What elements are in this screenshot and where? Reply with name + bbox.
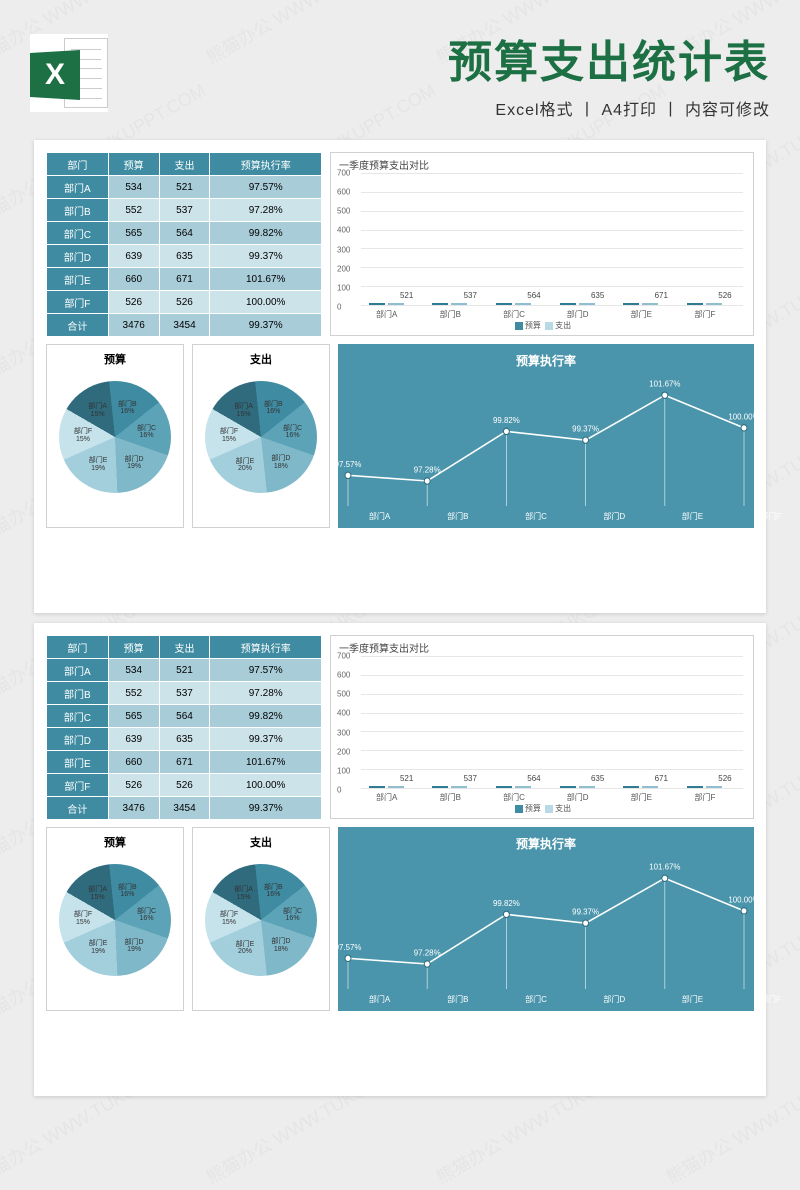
bar-chart: 一季度预算支出对比 521 部门A 537 部门B 564 部门C 635 部门…	[330, 152, 754, 336]
table-header: 支出	[159, 153, 210, 176]
table-row: 部门D63963599.37%	[47, 245, 322, 268]
svg-text:99.37%: 99.37%	[572, 907, 599, 916]
svg-text:101.67%: 101.67%	[649, 380, 680, 389]
table-row: 部门C56556499.82%	[47, 705, 322, 728]
pie-spend: 支出部门A15%部门B16%部门C16%部门D18%部门E20%部门F15%	[192, 827, 330, 1011]
svg-text:97.57%: 97.57%	[335, 943, 362, 952]
sub-edit: 内容可修改	[685, 102, 770, 119]
table-row: 部门E660671101.67%	[47, 268, 322, 291]
table-header: 预算	[108, 636, 159, 659]
svg-text:99.82%: 99.82%	[493, 416, 520, 425]
table-header: 支出	[159, 636, 210, 659]
svg-text:101.67%: 101.67%	[649, 863, 680, 872]
table-header: 预算执行率	[210, 153, 322, 176]
template-page-2: 部门预算支出预算执行率部门A53452197.57%部门B55253797.28…	[34, 623, 766, 1096]
table-header: 部门	[47, 153, 109, 176]
line-title: 预算执行率	[338, 344, 754, 377]
page-subtitle: Excel格式 丨 A4打印 丨 内容可修改	[126, 96, 770, 120]
svg-text:97.28%: 97.28%	[414, 465, 441, 474]
table-header: 预算执行率	[210, 636, 322, 659]
line-chart: 预算执行率97.57%97.28%99.82%99.37%101.67%100.…	[338, 344, 754, 528]
pie-title: 预算	[47, 828, 183, 856]
svg-text:97.57%: 97.57%	[335, 460, 362, 469]
svg-text:99.37%: 99.37%	[572, 424, 599, 433]
pie-budget: 预算部门A15%部门B16%部门C16%部门D19%部门E19%部门F15%	[46, 344, 184, 528]
table-row: 部门B55253797.28%	[47, 199, 322, 222]
budget-table: 部门预算支出预算执行率部门A53452197.57%部门B55253797.28…	[46, 152, 322, 337]
page-title: 预算支出统计表	[126, 26, 770, 90]
svg-text:100.00%: 100.00%	[728, 412, 759, 421]
table-row: 合计3476345499.37%	[47, 797, 322, 820]
excel-icon: X	[30, 34, 108, 112]
table-row: 部门D63963599.37%	[47, 728, 322, 751]
pie-budget: 预算部门A15%部门B16%部门C16%部门D19%部门E19%部门F15%	[46, 827, 184, 1011]
sub-a4: A4打印	[601, 102, 657, 119]
pie-spend: 支出部门A15%部门B16%部门C16%部门D18%部门E20%部门F15%	[192, 344, 330, 528]
table-row: 部门E660671101.67%	[47, 751, 322, 774]
table-row: 部门A53452197.57%	[47, 659, 322, 682]
pie-title: 预算	[47, 345, 183, 373]
table-row: 部门A53452197.57%	[47, 176, 322, 199]
sub-excel: Excel格式	[495, 102, 573, 119]
table-header: 部门	[47, 636, 109, 659]
table-row: 部门C56556499.82%	[47, 222, 322, 245]
pie-title: 支出	[193, 828, 329, 856]
svg-text:97.28%: 97.28%	[414, 948, 441, 957]
line-chart: 预算执行率97.57%97.28%99.82%99.37%101.67%100.…	[338, 827, 754, 1011]
pie-title: 支出	[193, 345, 329, 373]
svg-text:100.00%: 100.00%	[728, 895, 759, 904]
line-title: 预算执行率	[338, 827, 754, 860]
excel-icon-letter: X	[30, 50, 80, 100]
table-row: 部门F526526100.00%	[47, 774, 322, 797]
table-row: 部门F526526100.00%	[47, 291, 322, 314]
svg-text:99.82%: 99.82%	[493, 899, 520, 908]
title-block: 预算支出统计表 Excel格式 丨 A4打印 丨 内容可修改	[126, 26, 770, 120]
table-row: 部门B55253797.28%	[47, 682, 322, 705]
bar-chart: 一季度预算支出对比 521 部门A 537 部门B 564 部门C 635 部门…	[330, 635, 754, 819]
budget-table: 部门预算支出预算执行率部门A53452197.57%部门B55253797.28…	[46, 635, 322, 820]
table-row: 合计3476345499.37%	[47, 314, 322, 337]
template-page-1: 部门预算支出预算执行率部门A53452197.57%部门B55253797.28…	[34, 140, 766, 613]
header: X 预算支出统计表 Excel格式 丨 A4打印 丨 内容可修改	[0, 0, 800, 130]
table-header: 预算	[108, 153, 159, 176]
